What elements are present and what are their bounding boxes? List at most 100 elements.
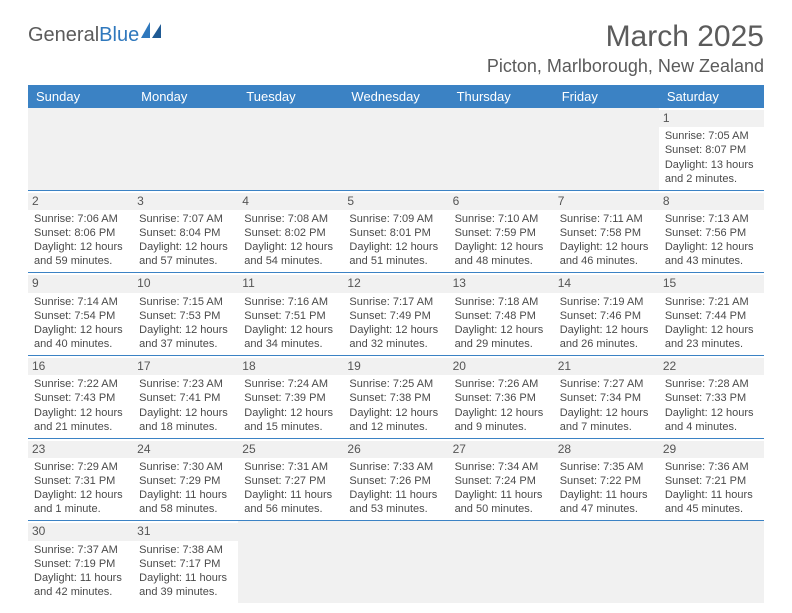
- daylight-text: Daylight: 12 hours: [455, 406, 548, 420]
- daylight-text: Daylight: 12 hours: [349, 406, 442, 420]
- day-number: 19: [343, 358, 448, 375]
- day-cell: 23Sunrise: 7:29 AMSunset: 7:31 PMDayligh…: [28, 439, 133, 521]
- sunset-text: Sunset: 7:24 PM: [455, 474, 548, 488]
- sunrise-text: Sunrise: 7:17 AM: [349, 295, 442, 309]
- week-row: 16Sunrise: 7:22 AMSunset: 7:43 PMDayligh…: [28, 356, 764, 439]
- dow-cell: Saturday: [659, 85, 764, 108]
- weeks-container: 1Sunrise: 7:05 AMSunset: 8:07 PMDaylight…: [28, 108, 764, 603]
- daylight-text: Daylight: 11 hours: [139, 571, 232, 585]
- sunrise-text: Sunrise: 7:34 AM: [455, 460, 548, 474]
- day-number: 11: [238, 275, 343, 292]
- sunrise-text: Sunrise: 7:21 AM: [665, 295, 758, 309]
- daylight-text: and 26 minutes.: [560, 337, 653, 351]
- sunset-text: Sunset: 7:43 PM: [34, 391, 127, 405]
- sunrise-text: Sunrise: 7:24 AM: [244, 377, 337, 391]
- day-cell: 6Sunrise: 7:10 AMSunset: 7:59 PMDaylight…: [449, 191, 554, 273]
- day-cell: 3Sunrise: 7:07 AMSunset: 8:04 PMDaylight…: [133, 191, 238, 273]
- sunset-text: Sunset: 7:34 PM: [560, 391, 653, 405]
- title-block: March 2025 Picton, Marlborough, New Zeal…: [487, 20, 764, 77]
- day-number: 17: [133, 358, 238, 375]
- sunrise-text: Sunrise: 7:35 AM: [560, 460, 653, 474]
- day-cell: 21Sunrise: 7:27 AMSunset: 7:34 PMDayligh…: [554, 356, 659, 438]
- day-cell: 15Sunrise: 7:21 AMSunset: 7:44 PMDayligh…: [659, 273, 764, 355]
- daylight-text: Daylight: 12 hours: [665, 240, 758, 254]
- day-number: 20: [449, 358, 554, 375]
- dow-cell: Friday: [554, 85, 659, 108]
- day-number: 5: [343, 193, 448, 210]
- sunset-text: Sunset: 7:19 PM: [34, 557, 127, 571]
- sunrise-text: Sunrise: 7:22 AM: [34, 377, 127, 391]
- daylight-text: Daylight: 12 hours: [665, 323, 758, 337]
- daylight-text: and 2 minutes.: [665, 172, 758, 186]
- daylight-text: and 23 minutes.: [665, 337, 758, 351]
- daylight-text: Daylight: 12 hours: [244, 240, 337, 254]
- sunrise-text: Sunrise: 7:38 AM: [139, 543, 232, 557]
- day-cell: 20Sunrise: 7:26 AMSunset: 7:36 PMDayligh…: [449, 356, 554, 438]
- sunrise-text: Sunrise: 7:09 AM: [349, 212, 442, 226]
- daylight-text: Daylight: 11 hours: [665, 488, 758, 502]
- day-number: 18: [238, 358, 343, 375]
- calendar-document: GeneralBlue March 2025 Picton, Marlborou…: [0, 0, 792, 613]
- daylight-text: and 18 minutes.: [139, 420, 232, 434]
- sunset-text: Sunset: 7:53 PM: [139, 309, 232, 323]
- day-number: 9: [28, 275, 133, 292]
- day-number: 23: [28, 441, 133, 458]
- sunrise-text: Sunrise: 7:26 AM: [455, 377, 548, 391]
- sunset-text: Sunset: 7:46 PM: [560, 309, 653, 323]
- day-number: 4: [238, 193, 343, 210]
- sunrise-text: Sunrise: 7:13 AM: [665, 212, 758, 226]
- daylight-text: Daylight: 12 hours: [560, 240, 653, 254]
- week-row: 30Sunrise: 7:37 AMSunset: 7:19 PMDayligh…: [28, 521, 764, 603]
- sail-icon: [141, 22, 163, 38]
- dow-cell: Thursday: [449, 85, 554, 108]
- daylight-text: Daylight: 12 hours: [560, 406, 653, 420]
- logo-text-general: General: [28, 24, 99, 47]
- day-of-week-header: SundayMondayTuesdayWednesdayThursdayFrid…: [28, 85, 764, 108]
- empty-cell: [554, 521, 659, 603]
- daylight-text: and 34 minutes.: [244, 337, 337, 351]
- daylight-text: and 58 minutes.: [139, 502, 232, 516]
- sunset-text: Sunset: 7:31 PM: [34, 474, 127, 488]
- daylight-text: Daylight: 11 hours: [34, 571, 127, 585]
- daylight-text: Daylight: 12 hours: [34, 406, 127, 420]
- day-number: 27: [449, 441, 554, 458]
- dow-cell: Monday: [133, 85, 238, 108]
- daylight-text: and 39 minutes.: [139, 585, 232, 599]
- sunset-text: Sunset: 8:04 PM: [139, 226, 232, 240]
- sunset-text: Sunset: 7:17 PM: [139, 557, 232, 571]
- day-cell: 28Sunrise: 7:35 AMSunset: 7:22 PMDayligh…: [554, 439, 659, 521]
- daylight-text: and 59 minutes.: [34, 254, 127, 268]
- sunrise-text: Sunrise: 7:16 AM: [244, 295, 337, 309]
- week-row: 23Sunrise: 7:29 AMSunset: 7:31 PMDayligh…: [28, 439, 764, 522]
- daylight-text: and 56 minutes.: [244, 502, 337, 516]
- sunrise-text: Sunrise: 7:28 AM: [665, 377, 758, 391]
- dow-cell: Tuesday: [238, 85, 343, 108]
- daylight-text: and 37 minutes.: [139, 337, 232, 351]
- sunset-text: Sunset: 8:02 PM: [244, 226, 337, 240]
- daylight-text: and 57 minutes.: [139, 254, 232, 268]
- day-cell: 8Sunrise: 7:13 AMSunset: 7:56 PMDaylight…: [659, 191, 764, 273]
- day-cell: 19Sunrise: 7:25 AMSunset: 7:38 PMDayligh…: [343, 356, 448, 438]
- sunrise-text: Sunrise: 7:14 AM: [34, 295, 127, 309]
- sunrise-text: Sunrise: 7:19 AM: [560, 295, 653, 309]
- daylight-text: Daylight: 12 hours: [244, 406, 337, 420]
- day-cell: 5Sunrise: 7:09 AMSunset: 8:01 PMDaylight…: [343, 191, 448, 273]
- location-text: Picton, Marlborough, New Zealand: [487, 56, 764, 77]
- sunrise-text: Sunrise: 7:31 AM: [244, 460, 337, 474]
- sunset-text: Sunset: 7:44 PM: [665, 309, 758, 323]
- sunset-text: Sunset: 7:41 PM: [139, 391, 232, 405]
- daylight-text: and 4 minutes.: [665, 420, 758, 434]
- daylight-text: Daylight: 12 hours: [455, 323, 548, 337]
- daylight-text: Daylight: 12 hours: [244, 323, 337, 337]
- day-cell: 24Sunrise: 7:30 AMSunset: 7:29 PMDayligh…: [133, 439, 238, 521]
- daylight-text: and 12 minutes.: [349, 420, 442, 434]
- day-number: 13: [449, 275, 554, 292]
- day-cell: 11Sunrise: 7:16 AMSunset: 7:51 PMDayligh…: [238, 273, 343, 355]
- day-cell: 9Sunrise: 7:14 AMSunset: 7:54 PMDaylight…: [28, 273, 133, 355]
- sunset-text: Sunset: 7:49 PM: [349, 309, 442, 323]
- day-cell: 16Sunrise: 7:22 AMSunset: 7:43 PMDayligh…: [28, 356, 133, 438]
- daylight-text: and 29 minutes.: [455, 337, 548, 351]
- day-cell: 30Sunrise: 7:37 AMSunset: 7:19 PMDayligh…: [28, 521, 133, 603]
- day-number: 25: [238, 441, 343, 458]
- sunrise-text: Sunrise: 7:05 AM: [665, 129, 758, 143]
